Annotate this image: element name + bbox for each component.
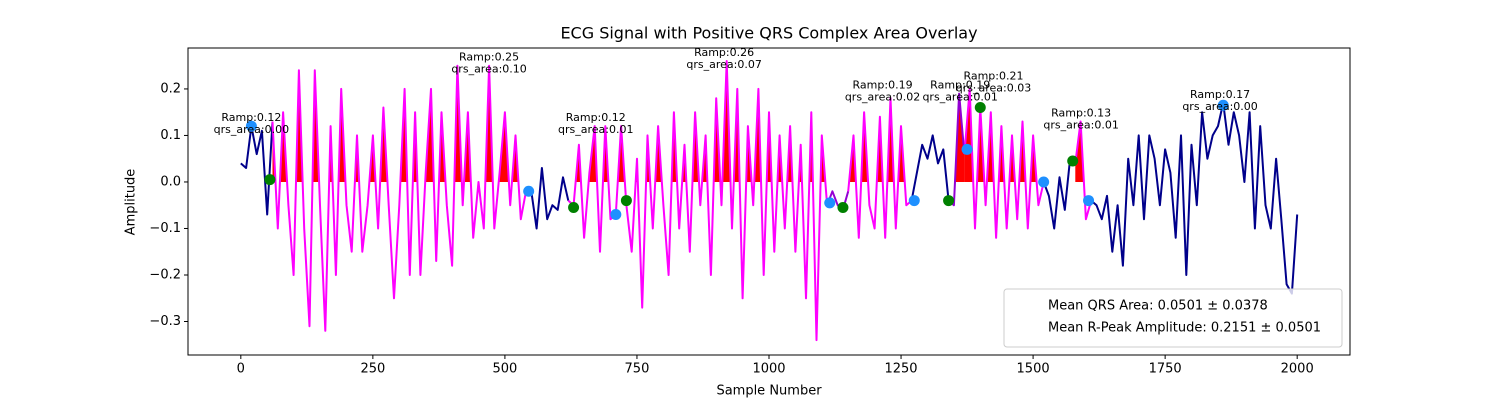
annotation-area: qrs_area:0.02 [845, 91, 920, 104]
chart-title: ECG Signal with Positive QRS Complex Are… [560, 24, 977, 43]
annotation-ramp: Ramp:0.26 [694, 46, 754, 59]
annotation-area: qrs_area:0.01 [922, 91, 997, 104]
annotation-ramp: Ramp:0.19 [853, 79, 913, 92]
ecg-line [567, 60, 829, 342]
x-tick-label: 1500 [1017, 362, 1050, 377]
peak-marker [1067, 155, 1079, 167]
y-tick-label: −0.3 [149, 314, 181, 329]
annotation-ramp: Ramp:0.19 [930, 79, 990, 92]
annotation-area: qrs_area:0.01 [1043, 118, 1118, 131]
x-tick-label: 1250 [884, 362, 917, 377]
qrs-area [568, 61, 828, 182]
legend-box [1003, 288, 1343, 348]
ecg-line [1042, 157, 1076, 230]
annotation-area: qrs_area:0.00 [214, 123, 289, 136]
ecg-line [240, 121, 274, 216]
annotation-area: qrs_area:0.00 [1182, 100, 1257, 113]
ecg-line [963, 87, 1045, 239]
ecg-line [526, 167, 570, 230]
ecg-line [1074, 120, 1093, 221]
y-tick-label: 0.2 [160, 81, 181, 96]
x-tick-label: 1000 [752, 362, 785, 377]
y-tick-label: −0.1 [149, 221, 181, 236]
annotation-area: qrs_area:0.03 [956, 81, 1031, 94]
peak-marker [610, 209, 622, 221]
peak-marker [568, 202, 580, 214]
peak-marker [837, 202, 849, 214]
x-tick-label: 1750 [1149, 362, 1182, 377]
annotation-area: qrs_area:0.01 [558, 123, 633, 136]
peak-marker [1083, 195, 1095, 207]
annotation-area: qrs_area:0.10 [451, 63, 526, 76]
peak-marker [943, 195, 955, 207]
peak-marker [620, 195, 632, 207]
x-tick-label: 250 [360, 362, 385, 377]
peak-marker [961, 143, 973, 155]
legend-entry: Mean QRS Area: 0.0501 ± 0.0378 [1048, 299, 1268, 314]
ecg-line [1090, 101, 1299, 295]
qrs-area [827, 181, 849, 182]
ecg-line [271, 64, 527, 332]
peak-marker [974, 102, 986, 114]
annotation-ramp: Ramp:0.17 [1190, 88, 1250, 101]
x-tick-label: 750 [625, 362, 650, 377]
ecg-line [910, 134, 950, 201]
y-tick-label: 0.0 [160, 174, 181, 189]
annotation-area: qrs_area:0.07 [686, 58, 761, 71]
x-tick-label: 0 [237, 362, 245, 377]
y-axis-label: Amplitude [124, 169, 139, 236]
annotation-ramp: Ramp:0.13 [1051, 106, 1111, 119]
x-axis-label: Sample Number [716, 384, 822, 399]
annotation-ramp: Ramp:0.25 [459, 51, 519, 64]
peak-marker [245, 120, 257, 132]
peak-marker [1217, 99, 1229, 111]
x-tick-label: 2000 [1281, 362, 1314, 377]
peak-marker [264, 174, 276, 186]
y-tick-label: 0.1 [160, 128, 181, 143]
x-tick-label: 500 [492, 362, 517, 377]
peak-marker [908, 195, 920, 207]
plot-area [240, 60, 1299, 342]
peak-marker [1038, 176, 1050, 188]
peak-marker [523, 185, 535, 197]
annotation-ramp: Ramp:0.21 [963, 69, 1023, 82]
y-tick-label: −0.2 [149, 267, 181, 282]
annotation-ramp: Ramp:0.12 [566, 111, 626, 124]
legend-entry: Mean R-Peak Amplitude: 0.2151 ± 0.0501 [1048, 321, 1321, 336]
ecg-line [847, 97, 913, 239]
peak-marker [824, 197, 836, 209]
annotation-ramp: Ramp:0.12 [221, 111, 281, 124]
